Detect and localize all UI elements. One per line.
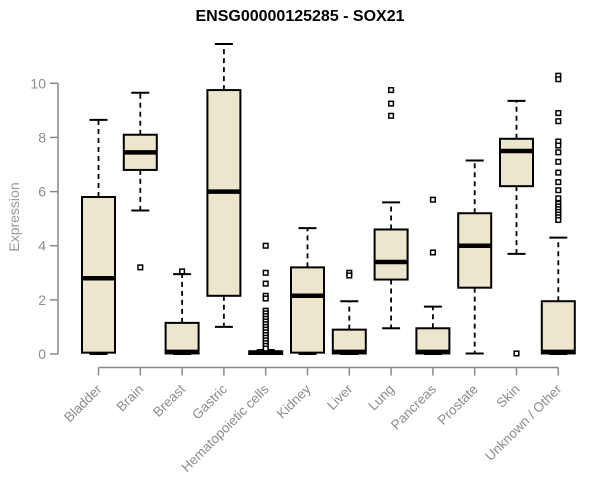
outlier-point — [555, 187, 562, 194]
chart-title: ENSG00000125285 - SOX21 — [195, 8, 405, 25]
outlier-point — [513, 350, 520, 357]
outlier-point — [555, 142, 562, 149]
outlier-point — [262, 269, 269, 276]
outlier-point — [137, 264, 144, 271]
outlier-point — [262, 345, 269, 352]
outlier-point — [555, 118, 562, 125]
x-tick-label: Unknown / Other — [482, 381, 565, 464]
y-tick-label: 8 — [38, 129, 46, 145]
outlier-point — [555, 158, 562, 165]
outlier-point — [555, 149, 562, 156]
box — [373, 228, 409, 281]
outlier-point — [388, 87, 395, 94]
x-tick-label: Pancreas — [388, 381, 439, 432]
y-tick-label: 0 — [38, 346, 46, 362]
y-tick-label: 10 — [30, 75, 46, 91]
outlier-point — [429, 196, 436, 203]
x-tick-label: Lung — [365, 382, 397, 414]
x-tick-label: Prostate — [435, 382, 481, 428]
outlier-point — [555, 195, 562, 202]
outlier-point — [388, 100, 395, 107]
box — [81, 195, 116, 354]
x-tick-label: Brain — [114, 382, 147, 415]
box — [540, 300, 576, 355]
box — [290, 266, 325, 354]
x-tick-label: Gastric — [189, 381, 230, 422]
outlier-point — [555, 76, 562, 83]
box — [164, 321, 200, 355]
outlier-point — [555, 169, 562, 176]
outlier-point — [555, 179, 562, 186]
outlier-point — [346, 272, 353, 279]
outlier-point — [179, 268, 186, 275]
outlier-point — [262, 280, 269, 287]
box — [499, 137, 534, 188]
x-tick-label: Kidney — [274, 381, 314, 421]
outlier-point — [555, 110, 562, 117]
outlier-point — [555, 216, 562, 224]
outlier-point — [262, 295, 269, 302]
x-tick-label: Bladder — [61, 381, 105, 425]
outlier-point — [262, 242, 269, 249]
y-tick-label: 2 — [38, 292, 46, 308]
x-tick-label: Breast — [150, 381, 188, 419]
x-tick-label: Liver — [324, 381, 356, 413]
y-tick-label: 6 — [38, 184, 46, 200]
box — [457, 212, 493, 289]
x-tick-label: Skin — [493, 382, 522, 411]
outlier-point — [429, 249, 436, 256]
outlier-point — [388, 112, 395, 119]
y-tick-label: 4 — [38, 238, 46, 254]
